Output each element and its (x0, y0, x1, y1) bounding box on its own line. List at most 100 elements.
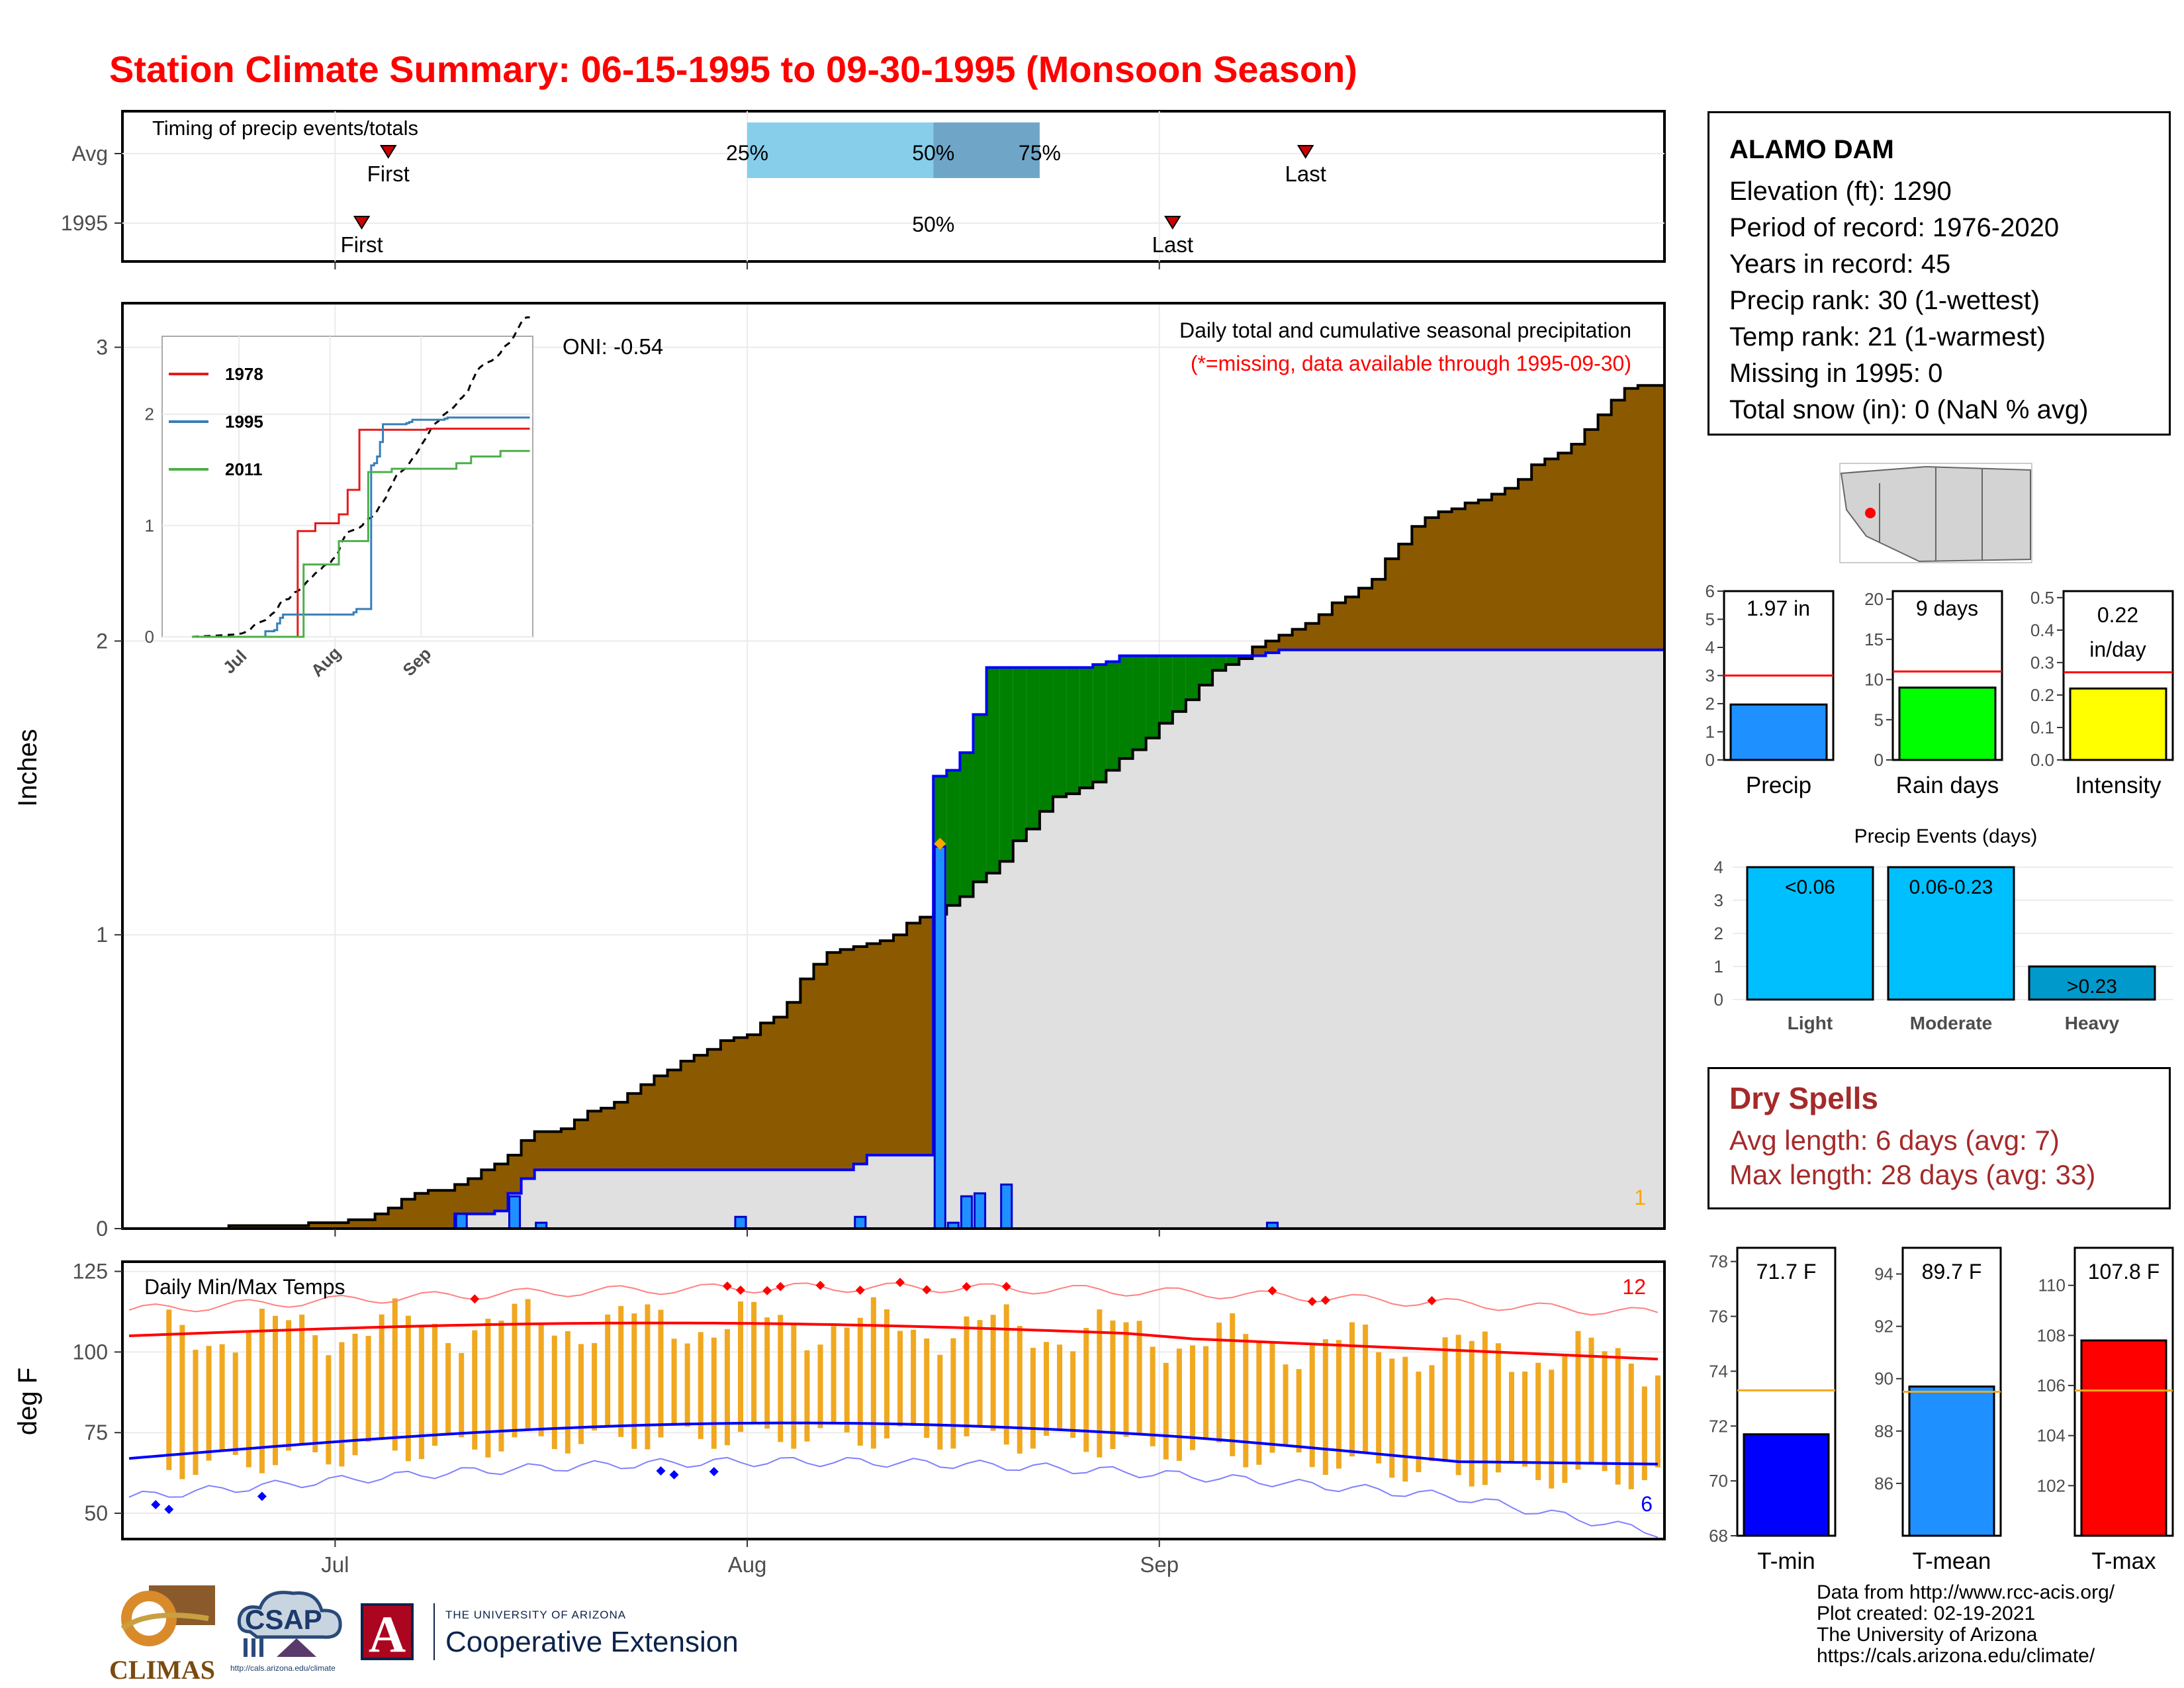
deficit-fill (747, 1035, 761, 1170)
daily-temp-bar (1655, 1375, 1661, 1468)
deficit-fill (601, 1108, 615, 1170)
tmin-summary-bar (1743, 1433, 1830, 1537)
daily-temp-bar (844, 1327, 850, 1432)
record-max-marker (962, 1282, 972, 1291)
quartile-label-25: 25% (726, 141, 768, 165)
daily-temp-bar (206, 1346, 212, 1461)
observed-cumulative-fill (1066, 667, 1080, 1229)
observed-cumulative-fill (654, 1170, 668, 1229)
observed-cumulative-fill (1199, 655, 1213, 1229)
deficit-fill (521, 1140, 535, 1179)
precip-summary-bar (1729, 703, 1828, 761)
daily-temp-bar (698, 1332, 704, 1439)
intensity-summary-value: 0.22 (2097, 603, 2138, 627)
inset-series-line-2011 (192, 449, 530, 638)
rain-days-summary-label: Rain days (1896, 773, 1999, 798)
daily-temp-bar (326, 1355, 332, 1465)
deficit-fill (654, 1076, 668, 1170)
deficit-fill (322, 1223, 336, 1229)
deficit-fill (1598, 414, 1612, 650)
daily-temp-bar (1017, 1326, 1023, 1454)
csap-url: http://cals.arizona.edu/climate (230, 1664, 336, 1673)
observed-cumulative-fill (893, 1155, 907, 1229)
daily-temp-bar (804, 1350, 810, 1442)
dry-spells-avg: Avg length: 6 days (avg: 7) (1729, 1125, 2060, 1156)
daily-temp-bar (1628, 1363, 1634, 1489)
observed-cumulative-fill (1345, 649, 1359, 1229)
observed-cumulative-fill (760, 1170, 774, 1229)
year-first-marker (353, 216, 371, 230)
daily-temp-bar (1535, 1362, 1541, 1480)
inset-legend-label: 1978 (225, 364, 263, 384)
daily-temp-bar (485, 1319, 491, 1458)
observed-cumulative-fill (1385, 649, 1399, 1229)
daily-temp-bar (1296, 1369, 1302, 1453)
deficit-fill (282, 1225, 296, 1229)
daily-temp-bar (1509, 1372, 1515, 1463)
observed-cumulative-fill (880, 1155, 894, 1229)
quartile-label-75: 75% (1019, 141, 1061, 165)
ua-extension-name: Cooperative Extension (445, 1626, 739, 1658)
ua-name: THE UNIVERSITY OF ARIZONA (445, 1609, 627, 1621)
deficit-fill (641, 1084, 655, 1170)
daily-temp-bar (1269, 1342, 1275, 1453)
surplus-fill (1013, 667, 1027, 841)
observed-cumulative-fill (627, 1170, 641, 1229)
observed-cumulative-fill (774, 1170, 788, 1229)
observed-cumulative-fill (494, 1211, 509, 1229)
ua-block-a-icon: A (361, 1603, 414, 1663)
observed-cumulative-fill (1132, 655, 1147, 1229)
observed-cumulative-fill (561, 1170, 575, 1229)
surplus-fill (1199, 655, 1213, 685)
deficit-fill (455, 1184, 469, 1214)
events-ytick-label: 1 (1714, 957, 1723, 976)
record-min-marker (669, 1470, 679, 1479)
daily-temp-bar (751, 1301, 757, 1424)
observed-cumulative-fill (1079, 667, 1093, 1229)
daily-temp-bar (1256, 1340, 1262, 1465)
record-min-count: 6 (1641, 1492, 1653, 1516)
daily-temp-bar (1336, 1340, 1342, 1469)
precip-ytick-label: 2 (96, 629, 108, 653)
deficit-fill (774, 1017, 788, 1170)
deficit-fill (494, 1164, 509, 1211)
deficit-fill (1451, 508, 1466, 650)
observed-cumulative-fill (1119, 655, 1134, 1229)
month-axis-label: Aug (728, 1552, 767, 1577)
deficit-fill (574, 1119, 588, 1170)
daily-temp-bar (1230, 1313, 1236, 1456)
csap-logo: CSAP http://cals.arizona.edu/climate (230, 1585, 349, 1685)
daily-temp-bar (1469, 1340, 1475, 1487)
record-max-marker (895, 1278, 905, 1288)
daily-temp-bar (246, 1333, 251, 1468)
daily-temp-bar (977, 1320, 983, 1427)
observed-cumulative-fill (1159, 655, 1173, 1229)
deficit-fill (534, 1131, 549, 1170)
observed-cumulative-fill (1637, 649, 1652, 1229)
daily-precip-bar (960, 1195, 974, 1230)
daily-temp-bar (1588, 1337, 1594, 1464)
station-location-marker (1865, 508, 1876, 518)
deficit-fill (1465, 502, 1479, 650)
deficit-fill (588, 1111, 602, 1170)
tmin-summary-ytick-label: 76 (1709, 1307, 1728, 1327)
daily-precip-bar (1000, 1183, 1013, 1230)
month-axis-label: Sep (1140, 1552, 1179, 1577)
observed-cumulative-fill (481, 1213, 496, 1229)
record-max-marker (1001, 1282, 1011, 1291)
deficit-fill (468, 1178, 482, 1214)
daily-temp-bar (1322, 1339, 1328, 1476)
tmean-summary-ytick-label: 92 (1874, 1317, 1893, 1336)
deficit-fill (866, 943, 881, 1156)
year-last-marker (1164, 216, 1181, 230)
deficit-fill (1545, 459, 1559, 650)
precip-panel-frame (121, 302, 1666, 1230)
events-bar (1746, 866, 1874, 1001)
rain-days-summary-bar (1898, 686, 1997, 761)
daily-temp-bar (578, 1344, 584, 1444)
daily-temp-bar (724, 1329, 730, 1446)
surplus-fill (1093, 664, 1107, 782)
tmax-summary-ytick-label: 110 (2038, 1276, 2066, 1295)
deficit-fill (388, 1207, 402, 1229)
